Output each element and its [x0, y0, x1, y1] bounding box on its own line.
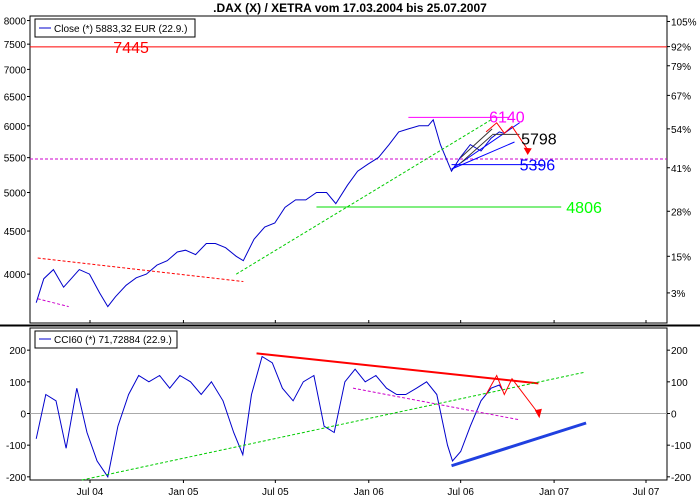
cci-y-tick-label: -200 — [6, 473, 26, 484]
cci-series-line — [35, 355, 504, 479]
price-y2-tick-label: 41% — [671, 164, 691, 175]
x-tick-label: Jan 06 — [354, 487, 384, 498]
cci-support-line — [451, 421, 587, 468]
annotation-4806: 4806 — [566, 200, 602, 217]
annotation-5396: 5396 — [520, 158, 556, 175]
projection-arrowhead-price — [523, 147, 532, 155]
cci-y-tick-label: 200 — [9, 346, 26, 357]
annotation-7445: 7445 — [113, 40, 149, 57]
projection-arrow-price — [485, 122, 529, 150]
channel-line-lower — [451, 141, 515, 170]
price-y-tick-label: 7000 — [4, 65, 27, 76]
annotation-6140: 6140 — [489, 109, 525, 126]
price-y2-tick-label: 92% — [671, 43, 691, 54]
price-y2-tick-label: 3% — [671, 289, 686, 300]
x-tick-label: Jan 05 — [168, 487, 198, 498]
price-panel-frame — [29, 15, 668, 324]
price-legend-box — [34, 18, 196, 38]
cci-legend-box — [34, 330, 178, 349]
price-y2-tick-label: 105% — [671, 17, 697, 28]
cci-y2-tick-label: 0 — [671, 410, 677, 421]
cci-trend-magenta — [352, 387, 520, 421]
price-y-tick-label: 4000 — [4, 270, 27, 281]
chart-title: .DAX (X) / XETRA vom 17.03.2004 bis 25.0… — [213, 1, 487, 15]
cci-y-tick-label: 100 — [9, 378, 26, 389]
price-y2-tick-label: 79% — [671, 62, 691, 73]
indicator-panel-frame — [29, 327, 668, 481]
price-y-tick-label: 8000 — [4, 17, 27, 28]
cci-y-tick-label: 0 — [20, 410, 26, 421]
price-y2-tick-label: 28% — [671, 207, 691, 218]
cci-y2-tick-label: -200 — [671, 473, 691, 484]
price-y-tick-label: 5500 — [4, 154, 27, 165]
cci-y-tick-label: -100 — [6, 441, 26, 452]
cci-trend-green — [81, 371, 585, 481]
price-y2-tick-label: 15% — [671, 252, 691, 263]
price-series-line — [35, 118, 503, 308]
x-tick-label: Jul 06 — [447, 487, 474, 498]
price-y2-tick-label: 67% — [671, 91, 691, 102]
cci-y2-tick-label: -100 — [671, 441, 691, 452]
downtrend-channel-red — [37, 257, 244, 283]
projection-arrowhead-cci — [534, 408, 542, 419]
x-tick-label: Jul 05 — [262, 487, 289, 498]
x-tick-label: Jul 07 — [633, 487, 660, 498]
cci-legend-label: CCI60 (*) 71,72884 (22.9.) — [54, 335, 172, 346]
price-y-tick-label: 6500 — [4, 93, 27, 104]
price-y-tick-label: 7500 — [4, 40, 27, 51]
channel-line-inner-1 — [460, 128, 493, 159]
x-tick-label: Jul 04 — [77, 487, 104, 498]
price-legend-label: Close (*) 5883,32 EUR (22.9.) — [54, 24, 187, 35]
price-y-tick-label: 5000 — [4, 189, 27, 200]
annotation-5798: 5798 — [521, 131, 557, 148]
channel-line-inner-2 — [460, 134, 493, 164]
price-y-tick-label: 4500 — [4, 227, 27, 238]
downtrend-channel-magenta — [37, 298, 69, 308]
cci-y2-tick-label: 100 — [671, 378, 688, 389]
projection-arrow-cci — [485, 374, 539, 414]
price-y2-tick-label: 54% — [671, 125, 691, 136]
cci-y2-tick-label: 200 — [671, 346, 688, 357]
x-tick-label: Jan 07 — [539, 487, 569, 498]
cci-resistance-line — [256, 352, 539, 385]
price-y-tick-label: 6000 — [4, 122, 27, 133]
